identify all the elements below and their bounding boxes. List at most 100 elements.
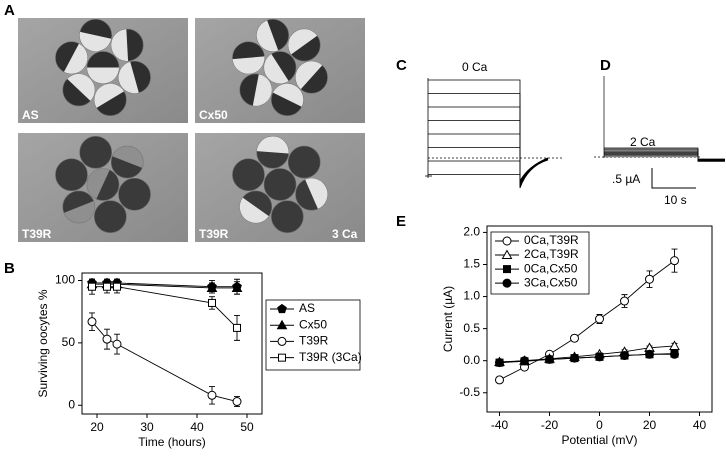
marker — [502, 278, 512, 288]
marker — [277, 303, 287, 314]
trace — [428, 147, 549, 184]
oocyte — [79, 136, 112, 169]
oocyte-pole — [94, 83, 125, 108]
photo-panel — [18, 18, 365, 242]
oocyte-pole — [239, 197, 269, 223]
oocyte-pole — [63, 200, 95, 223]
panel-letter: A — [4, 2, 15, 19]
marker — [112, 339, 122, 349]
legend-label: 0Ca,Cx50 — [524, 261, 578, 275]
marker — [669, 340, 680, 350]
oocyte — [263, 168, 297, 201]
photo-label: T39R — [199, 227, 229, 241]
legend-label: T39R (3Ca) — [299, 350, 362, 364]
y-tick-label: 1.5 — [463, 257, 480, 271]
x-tick-label: 40 — [190, 420, 204, 434]
trace — [428, 120, 549, 186]
plot-frame — [81, 272, 263, 415]
trace — [428, 157, 549, 182]
series-line — [91, 321, 238, 402]
marker — [277, 336, 287, 346]
scale-label: .5 µA — [612, 172, 640, 186]
y-tick-label: 0 — [68, 397, 75, 411]
marker — [278, 353, 286, 362]
y-tick-label: 100 — [55, 273, 75, 287]
marker — [570, 353, 579, 363]
x-tick-label: 20 — [90, 420, 104, 434]
marker — [207, 390, 217, 400]
marker — [620, 351, 629, 361]
oocyte-pole — [305, 178, 328, 209]
marker — [501, 249, 513, 260]
current-traces — [603, 76, 725, 162]
trace — [428, 133, 549, 185]
marker — [232, 397, 242, 407]
oocyte-pole — [288, 29, 318, 55]
marker — [595, 314, 604, 324]
photo-label: Cx50 — [199, 108, 228, 122]
y-tick-label: 2.0 — [463, 225, 480, 239]
y-tick-label: 0.0 — [463, 353, 480, 367]
marker — [545, 354, 554, 364]
legend-label: 0Ca,T39R — [524, 233, 579, 247]
oocyte — [94, 200, 127, 233]
marker — [495, 358, 504, 368]
oocyte-pole — [256, 20, 279, 52]
panel-letter: B — [4, 260, 15, 277]
marker — [570, 333, 579, 343]
marker — [502, 236, 512, 246]
y-tick-label: 0.5 — [463, 321, 480, 335]
marker — [88, 282, 96, 291]
y-tick-label: -0.5 — [459, 385, 480, 399]
photo-label: T39R — [22, 227, 52, 241]
legend-label: AS — [299, 301, 315, 315]
oocyte-pole — [256, 136, 289, 154]
marker — [231, 282, 243, 292]
x-tick-label: 20 — [643, 418, 657, 432]
scale-label: 10 s — [664, 193, 687, 207]
oocyte-pole — [112, 146, 144, 168]
legend-label: 3Ca,Cx50 — [524, 275, 578, 289]
marker — [620, 296, 629, 306]
trace — [428, 93, 549, 188]
marker — [233, 323, 241, 332]
oocyte — [287, 145, 321, 179]
oocyte-pole — [111, 29, 129, 62]
x-axis-label: Potential (mV) — [561, 433, 637, 447]
marker — [495, 375, 504, 385]
photo-label: AS — [22, 108, 39, 122]
panel-letter: C — [396, 57, 407, 74]
oocyte — [232, 158, 265, 192]
legend-label: Cx50 — [299, 317, 327, 331]
oocyte — [271, 200, 304, 233]
oocyte — [118, 177, 151, 211]
marker — [208, 298, 216, 307]
marker — [645, 349, 654, 359]
x-tick-label: 40 — [693, 418, 707, 432]
y-tick-label: 1.0 — [463, 289, 480, 303]
current-traces — [425, 78, 549, 189]
legend-label: T39R — [299, 334, 329, 348]
marker — [670, 256, 679, 266]
x-tick-label: -40 — [491, 418, 509, 432]
photo-label: 3 Ca — [332, 227, 358, 241]
oocyte-pole — [295, 61, 323, 90]
series-line — [499, 260, 675, 381]
oocyte-pole — [232, 56, 265, 74]
x-tick-label: 50 — [240, 420, 254, 434]
oocyte-pole — [252, 74, 272, 106]
panel-letter: E — [396, 213, 406, 230]
marker — [670, 349, 679, 359]
y-tick-label: 50 — [62, 335, 76, 349]
oocyte-pole — [87, 168, 110, 200]
oocyte-pole — [67, 73, 95, 101]
marker — [113, 282, 121, 291]
marker — [206, 282, 218, 292]
condition-label: 2 Ca — [630, 135, 656, 149]
legend-label: 2Ca,T39R — [524, 247, 579, 261]
oocyte-pole — [272, 83, 304, 107]
marker — [520, 356, 529, 366]
marker — [276, 319, 288, 330]
oocyte-pole — [87, 67, 119, 84]
y-axis-label: Surviving oocytes % — [36, 289, 50, 397]
